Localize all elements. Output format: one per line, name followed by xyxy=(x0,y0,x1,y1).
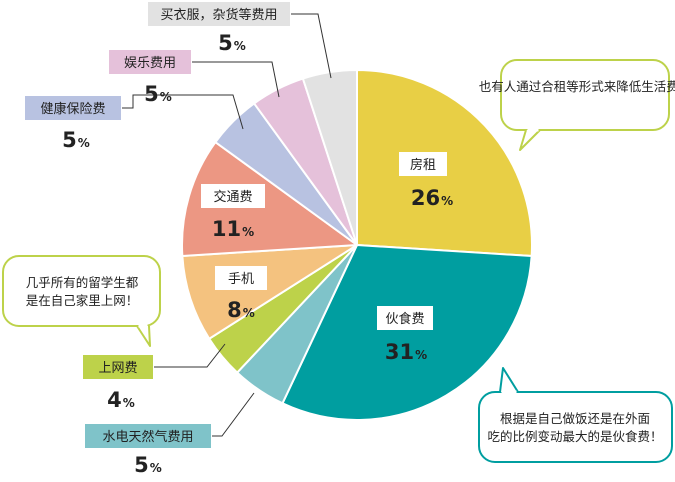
slice-labels: 房租 26% 伙食费 31% 水电天然气费用 5% 上网费 4% 手机 8% 交通费 11% 健康保险费… xyxy=(25,2,453,477)
category-box-8 xyxy=(148,2,290,26)
annotation-text-1: 根据是自己做饭还是在外面吃的比例变动最大的是伙食费！ xyxy=(487,411,662,444)
annotation-2: 几乎所有的留学生都是在自己家里上网！ xyxy=(2,255,161,347)
category-label-2: 水电天然气费用 xyxy=(102,429,193,445)
category-label-1: 伙食费 xyxy=(385,311,424,327)
percent-label-5: 11% xyxy=(212,217,254,241)
category-box-7 xyxy=(109,50,191,74)
percent-label-2: 5% xyxy=(134,453,162,477)
slice-label-2: 水电天然气费用 5% xyxy=(85,424,211,477)
category-label-3: 上网费 xyxy=(98,361,137,376)
annotation-text-0: 也有人通过合租等形式来降低生活费！ xyxy=(479,79,675,94)
slice-label-1: 伙食费 31% xyxy=(377,306,433,364)
category-box-2 xyxy=(85,424,211,448)
category-label-7: 娱乐费用 xyxy=(124,56,176,71)
percent-label-6: 5% xyxy=(62,128,90,152)
slice-label-7: 娱乐费用 5% xyxy=(109,50,191,106)
leader-line-8 xyxy=(291,13,332,79)
category-label-5: 交通费 xyxy=(213,189,252,205)
category-label-6: 健康保险费 xyxy=(40,101,105,117)
slice-label-8: 买衣服，杂货等费用 5% xyxy=(148,2,290,55)
category-box-4 xyxy=(215,266,267,290)
category-label-4: 手机 xyxy=(228,272,254,287)
slice-label-3: 上网费 4% xyxy=(83,355,153,412)
annotation-0: 也有人通过合租等形式来降低生活费！ xyxy=(479,59,675,151)
category-label-8: 买衣服，杂货等费用 xyxy=(160,7,277,23)
leader-lines xyxy=(122,13,332,437)
annotation-bubbles: 也有人通过合租等形式来降低生活费！ 根据是自己做饭还是在外面吃的比例变动最大的是伙… xyxy=(2,59,675,463)
annotation-text-2: 几乎所有的留学生都是在自己家里上网！ xyxy=(26,275,139,308)
slice-label-4: 手机 8% xyxy=(215,266,267,322)
leader-line-2 xyxy=(212,392,255,437)
pie-slice-5 xyxy=(181,140,360,258)
category-box-6 xyxy=(25,96,121,120)
slice-label-0: 房租 26% xyxy=(399,152,453,210)
percent-label-7: 5% xyxy=(144,82,172,106)
percent-label-4: 8% xyxy=(227,298,255,322)
percent-label-8: 5% xyxy=(218,31,246,55)
category-label-0: 房租 xyxy=(410,157,436,173)
leader-line-3 xyxy=(154,343,226,368)
category-box-5 xyxy=(201,184,265,208)
category-box-3 xyxy=(83,355,153,379)
category-box-0 xyxy=(399,152,447,176)
pie-slice-1 xyxy=(281,243,533,421)
slice-label-6: 健康保险费 5% xyxy=(25,96,121,152)
category-box-1 xyxy=(377,306,433,330)
percent-label-3: 4% xyxy=(107,388,135,412)
leader-line-7 xyxy=(192,61,280,98)
pie-slices xyxy=(181,68,533,421)
slice-label-5: 交通费 11% xyxy=(201,184,265,241)
percent-label-1: 31% xyxy=(385,340,427,364)
annotation-1: 根据是自己做饭还是在外面吃的比例变动最大的是伙食费！ xyxy=(478,367,673,463)
leader-line-6 xyxy=(122,94,244,130)
percent-label-0: 26% xyxy=(411,186,453,210)
